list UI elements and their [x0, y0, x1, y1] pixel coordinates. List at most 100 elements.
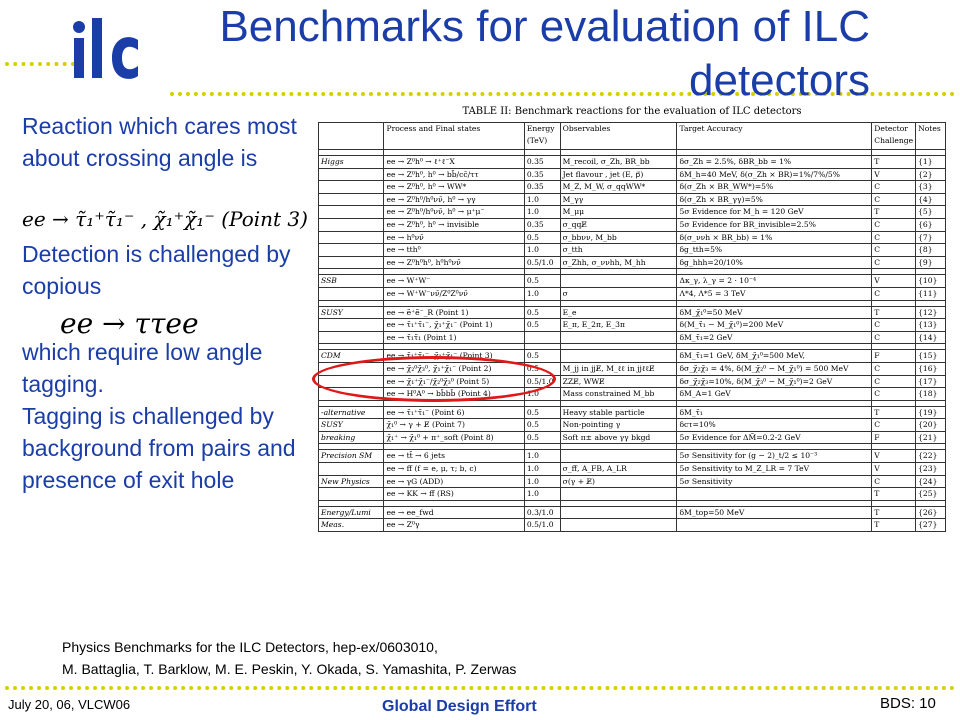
- table-row: ee → W⁺W⁻νν̄/Z⁰Z⁰νν̄ 1.0 σ Λ*4, Λ*5 = 3 TeV…: [317, 286, 946, 301]
- separator-cell: [915, 443, 946, 451]
- table-cell: C: [871, 318, 917, 332]
- table-row: ee → Z⁰h⁰/h⁰νν̄, h⁰ → γγ 1.0 M_γγ δ(σ_Zh × …: [317, 192, 946, 207]
- table-cell: V: [871, 167, 917, 182]
- group-separator-row: [317, 149, 946, 156]
- table-cell: M_γγ: [559, 192, 678, 207]
- table-cell: Jet flavour , jet (E, p⃗): [559, 167, 678, 182]
- table-cell: 1.0: [523, 192, 561, 207]
- table-row: ee → tth⁰ 1.0 σ_tth δg_tth=5% C {8}: [317, 243, 946, 257]
- table-row: SUSY χ̃₁⁰ → γ + E̸ (Point 7) 0.5 Non-pointi…: [317, 418, 946, 432]
- left-text-block: Reaction which cares most about crossing…: [22, 110, 307, 174]
- table-category-cell: SUSY: [317, 305, 385, 320]
- top-dotted-line: [170, 92, 955, 96]
- table-cell: ee → tth⁰: [383, 243, 525, 257]
- table-cell: T: [871, 405, 917, 420]
- separator-cell: [676, 499, 873, 507]
- table-cell: [559, 487, 678, 501]
- table-row: ee → h⁰νν̄ 0.5 σ_bbνν, M_bb δ(σ_ννh × BR_bb…: [317, 230, 946, 245]
- table-cell: ee → τ̃₁⁺τ̃₁⁻, χ̃₁⁺χ̃₁⁻ (Point 1): [383, 318, 525, 332]
- table-category-cell: Energy/Lumi: [317, 505, 385, 520]
- table-cell: ee → γG (ADD): [383, 474, 525, 489]
- table-category-cell: [317, 318, 385, 332]
- table-cell: 0.5: [523, 318, 561, 332]
- table-cell: T: [871, 518, 917, 533]
- table-cell: {22}: [915, 449, 946, 464]
- table-cell: ee → ff̄ (f = e, μ, τ; b, c): [383, 462, 525, 476]
- separator-cell: [915, 343, 946, 351]
- separator-cell: [317, 268, 385, 276]
- table-cell: ee → Z⁰h⁰/h⁰νν̄, h⁰ → γγ: [383, 192, 525, 207]
- table-cell: δ(σ_ννh × BR_bb) = 1%: [676, 230, 873, 245]
- table-cell: {20}: [915, 418, 946, 432]
- table-cell: {5}: [915, 205, 946, 219]
- table-cell: ee → tt̄ → 6 jets: [383, 449, 525, 464]
- table-cell: σ_ff̄, A_FB, A_LR: [559, 462, 678, 476]
- table-row: ee → Z⁰h⁰, h⁰ → WW* 0.35 M_Z, M_W, σ_qqWW*…: [317, 180, 946, 194]
- separator-cell: [676, 343, 873, 351]
- table-cell: {3}: [915, 180, 946, 194]
- table-cell: 5σ Evidence for M_h = 120 GeV: [676, 205, 873, 219]
- table-cell: C: [871, 255, 917, 270]
- table-category-cell: [317, 180, 385, 194]
- table-category-cell: [317, 487, 385, 501]
- table-cell: {14}: [915, 330, 946, 345]
- table-cell: ee → Z⁰h⁰, h⁰ → bb̄/cc̄/ττ: [383, 167, 525, 182]
- table-cell: T: [871, 155, 917, 169]
- table-cell: δ(σ_Zh × BR_γγ)=5%: [676, 192, 873, 207]
- table-cell: {19}: [915, 405, 946, 420]
- reference-line-2: M. Battaglia, T. Barklow, M. E. Peskin, …: [62, 661, 517, 677]
- table-cell: {24}: [915, 474, 946, 489]
- paragraph-low-angle: which require low angle tagging.: [22, 339, 263, 397]
- reference-line-1: Physics Benchmarks for the ILC Detectors…: [62, 639, 438, 655]
- header-cell: Notes: [915, 122, 946, 150]
- table-cell: 0.5: [523, 418, 561, 432]
- table-cell: [559, 449, 678, 464]
- separator-cell: [383, 299, 525, 307]
- table-category-cell: [317, 230, 385, 245]
- table-row: SUSY ee → ẽ⁺ẽ⁻_R (Point 1) 0.5 E_e δM_χ̃₁⁰=5…: [317, 305, 946, 320]
- table-cell: {2}: [915, 167, 946, 182]
- paragraph-tagging: Tagging is challenged by background from…: [22, 403, 296, 493]
- table-cell: 0.35: [523, 217, 561, 232]
- table-cell: δσ_Zh = 2.5%, δBR_bb = 1%: [676, 155, 873, 169]
- table-cell: C: [871, 230, 917, 245]
- table-cell: {26}: [915, 505, 946, 520]
- table-cell: δg_hhh=20/10%: [676, 255, 873, 270]
- table-cell: δ(M_τ̃₁ − M_χ̃₁⁰)=200 MeV: [676, 318, 873, 332]
- table-row: Energy/Lumi ee → ee_fwd 0.3/1.0 δM_top=50 M…: [317, 505, 946, 520]
- table-cell: {13}: [915, 318, 946, 332]
- table-cell: 1.0: [523, 474, 561, 489]
- table-cell: {9}: [915, 255, 946, 270]
- table-cell: 1.0: [523, 462, 561, 476]
- table-cell: δM_τ̃₁=2 GeV: [676, 330, 873, 345]
- table-cell: [559, 349, 678, 363]
- table-cell: δM_χ̃₁⁰=50 MeV: [676, 305, 873, 320]
- table-category-cell: -alternative: [317, 405, 385, 420]
- separator-cell: [317, 343, 385, 351]
- table-header-row: Process and Final states Energy (TeV) Ob…: [317, 122, 946, 150]
- table-cell: 0.5: [523, 405, 561, 420]
- table-cell: {25}: [915, 487, 946, 501]
- table-cell: {12}: [915, 305, 946, 320]
- group-separator-row: [317, 499, 946, 507]
- table-cell: {11}: [915, 286, 946, 301]
- table-cell: ee → Z⁰γ: [383, 518, 525, 533]
- table-cell: 5σ Evidence for ΔM̃=0.2-2 GeV: [676, 430, 873, 445]
- table-cell: ee → τ̃₁τ̃₁ (Point 1): [383, 330, 525, 345]
- table-cell: C: [871, 374, 917, 389]
- table-cell: 0.5: [523, 305, 561, 320]
- table-row: Precision SM ee → tt̄ → 6 jets 1.0 5σ Sensi…: [317, 449, 946, 464]
- table-cell: C: [871, 387, 917, 401]
- header-cell: Energy (TeV): [523, 122, 561, 150]
- table-cell: [559, 518, 678, 533]
- table-row: ee → τ̃₁⁺τ̃₁⁻, χ̃₁⁺χ̃₁⁻ (Point 1) 0.5 E_π,…: [317, 318, 946, 332]
- footer-page-number: BDS: 10: [880, 695, 936, 712]
- table-row: ee → Z⁰h⁰, h⁰ → bb̄/cc̄/ττ 0.35 Jet flavou…: [317, 167, 946, 182]
- table-cell: {18}: [915, 387, 946, 401]
- table-row: Meas. ee → Z⁰γ 0.5/1.0 T {27}: [317, 518, 946, 533]
- table-row: ee → Z⁰h⁰h⁰, h⁰h⁰νν̄ 0.5/1.0 σ_Zhh, σ_ννhh…: [317, 255, 946, 270]
- group-separator-row: [317, 299, 946, 307]
- table-category-cell: [317, 192, 385, 207]
- ilc-logo-graphic: [73, 18, 138, 79]
- table-row: Higgs ee → Z⁰h⁰ → ℓ⁺ℓ⁻X 0.35 M_recoil, σ_Zh…: [317, 155, 946, 169]
